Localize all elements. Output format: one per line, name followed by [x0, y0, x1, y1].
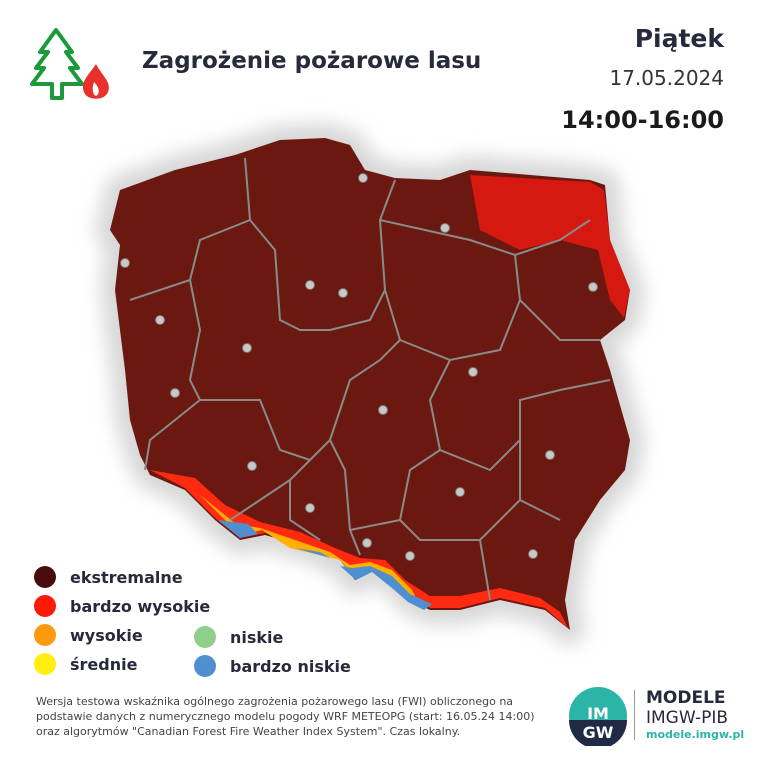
footer-line: podstawie danych z numerycznego modelu p…	[36, 710, 535, 723]
svg-text:GW: GW	[583, 723, 614, 742]
south-very-low-zone	[218, 520, 432, 610]
city-dot	[170, 388, 180, 398]
city-dot	[247, 461, 257, 471]
poland-area	[110, 138, 630, 630]
swatch	[34, 595, 56, 617]
brand-url[interactable]: modele.imgw.pl	[646, 728, 745, 741]
city-dot	[358, 173, 368, 183]
swatch	[194, 626, 216, 648]
divider	[634, 690, 635, 740]
city-dot	[455, 487, 465, 497]
page-title: Zagrożenie pożarowe lasu	[142, 48, 482, 74]
city-dot	[378, 405, 388, 415]
legend-label: bardzo wysokie	[70, 596, 211, 616]
time-range: 14:00-16:00	[561, 106, 724, 134]
city-dot	[468, 367, 478, 377]
legend-item: niskie	[194, 626, 283, 648]
swatch	[194, 655, 216, 677]
legend-label: bardzo niskie	[230, 656, 351, 676]
city-dot	[405, 551, 415, 561]
footer-line: Wersja testowa wskaźnika ogólnego zagroż…	[36, 695, 514, 708]
brand: MODELE IMGW-PIB modele.imgw.pl	[646, 688, 744, 741]
swatch	[34, 566, 56, 588]
brand-name: MODELE	[646, 688, 726, 708]
legend-item: bardzo wysokie	[34, 595, 210, 617]
city-dot	[242, 343, 252, 353]
ne-very-high-zone	[470, 175, 630, 318]
south-high-zone	[150, 470, 568, 628]
swatch	[34, 624, 56, 646]
day-label: Piątek	[634, 24, 724, 53]
city-dot	[305, 280, 315, 290]
tree-fire-icon	[30, 28, 109, 100]
svg-text:IM: IM	[587, 704, 609, 723]
city-dot	[338, 288, 348, 298]
date-label: 17.05.2024	[609, 66, 724, 90]
footer-line: oraz algorytmów "Canadian Forest Fire We…	[36, 725, 461, 738]
swatch	[34, 653, 56, 675]
legend-item: średnie	[34, 653, 137, 675]
imgw-logo: IM GW	[569, 687, 627, 746]
voivodeship-borders	[129, 157, 611, 601]
legend-item: ekstremalne	[34, 566, 183, 588]
legend-label: średnie	[70, 654, 138, 674]
footer-note: Wersja testowa wskaźnika ogólnego zagroż…	[36, 694, 556, 739]
brand-subname: IMGW-PIB	[646, 708, 729, 728]
legend-label: niskie	[230, 627, 284, 647]
city-dot	[588, 282, 598, 292]
city-dot	[120, 258, 130, 268]
legend-item: bardzo niskie	[194, 655, 351, 677]
city-dot	[545, 450, 555, 460]
legend-label: ekstremalne	[70, 567, 183, 587]
legend-item: wysokie	[34, 624, 143, 646]
legend-label: wysokie	[70, 625, 143, 645]
city-dot	[155, 315, 165, 325]
city-dot	[305, 503, 315, 513]
city-dot	[528, 549, 538, 559]
city-dot	[362, 538, 372, 548]
city-dot	[440, 223, 450, 233]
